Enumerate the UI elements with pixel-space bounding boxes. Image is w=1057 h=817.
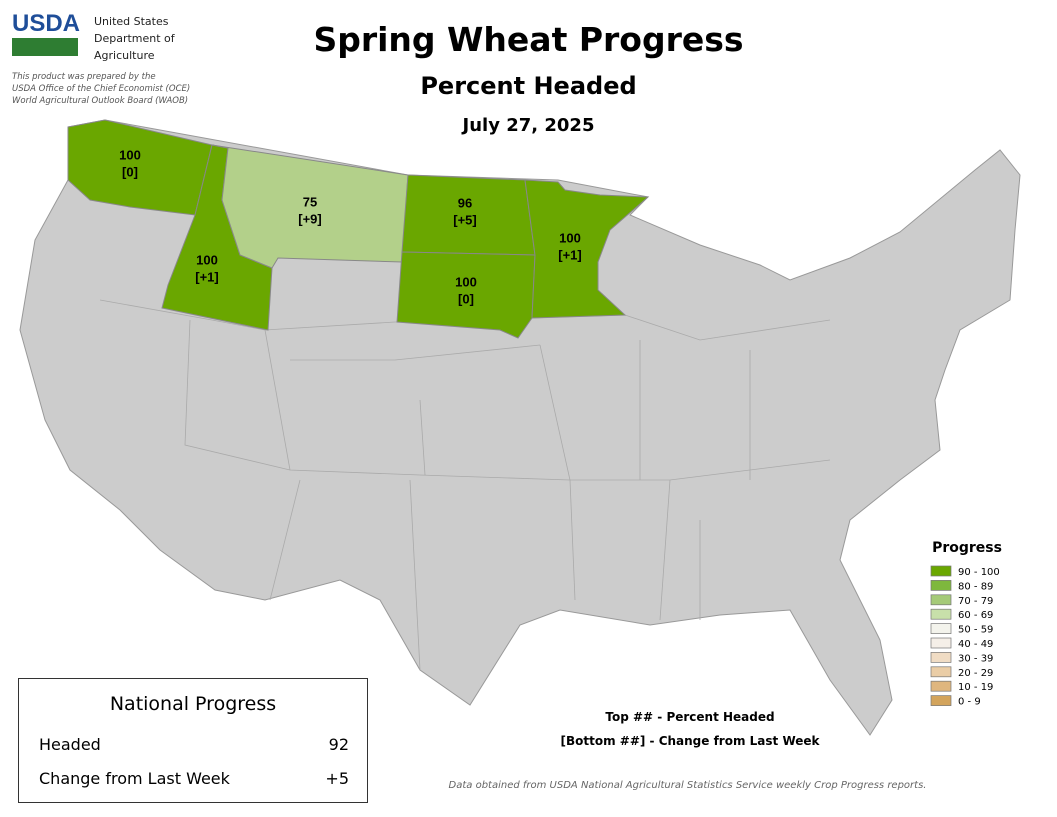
- prepared-line: This product was prepared by the: [12, 72, 156, 82]
- legend-swatch: [930, 608, 952, 620]
- agency: United States Department of Agriculture: [94, 13, 175, 64]
- source: Data obtained from USDA National Agricul…: [448, 780, 927, 791]
- key-top: Top ## - Percent Headed: [605, 710, 775, 724]
- legend-swatch: [930, 594, 952, 606]
- legend-swatch: [930, 652, 952, 663]
- legend-swatch: [930, 580, 952, 591]
- national-box: National Progress Headed 92 Change from …: [18, 678, 368, 803]
- prepared-line: World Agricultural Outlook Board (WAOB): [12, 96, 189, 106]
- state: [67, 119, 213, 216]
- date: July 27, 2025: [462, 115, 595, 136]
- state-change: [0]: [458, 291, 474, 306]
- legend-swatch: [930, 695, 952, 706]
- state-change: [0]: [122, 164, 138, 179]
- subtitle: Percent Headed: [420, 72, 637, 100]
- row-value: 92: [328, 735, 349, 754]
- state-value: 96: [458, 195, 472, 210]
- row-value: +5: [325, 769, 349, 788]
- state-change: [+9]: [298, 211, 321, 226]
- legend-swatch: [930, 565, 952, 577]
- state-change: [+5]: [453, 212, 476, 227]
- legend-title: Progress: [932, 540, 1002, 556]
- legend-label: 10 - 19: [958, 682, 993, 693]
- agency-line: Agriculture: [94, 49, 155, 62]
- state-value: 100: [559, 230, 581, 245]
- national-title: National Progress: [109, 693, 277, 715]
- logo: USDA: [12, 10, 81, 37]
- legend-label: 80 - 89: [958, 581, 993, 592]
- states: [67, 119, 650, 339]
- state-value: 100: [196, 252, 218, 267]
- legend-label: 20 - 29: [958, 668, 993, 679]
- state-labels: 100 [0] 100 [+1] 75 [+9] 96 [+5] 100 [0] 100 [+1]: [119, 147, 582, 306]
- logo-field: [12, 38, 78, 56]
- legend-label: 60 - 69: [958, 610, 993, 621]
- legend-label: 40 - 49: [958, 639, 993, 650]
- title: Spring Wheat Progress: [313, 20, 744, 59]
- key-bottom: [Bottom ##] - Change from Last Week: [560, 734, 820, 748]
- legend-label: 30 - 39: [958, 653, 993, 664]
- state-value: 75: [303, 194, 317, 209]
- legend-label: 0 - 9: [958, 697, 981, 708]
- state-value: 100: [119, 147, 141, 162]
- legend-swatch: [930, 623, 952, 634]
- legend: Progress 90 - 100 80 - 89 70 - 79 60 - 69 50 …: [930, 540, 1002, 708]
- legend-swatch: [930, 680, 952, 692]
- legend-label: 50 - 59: [958, 625, 993, 636]
- agency-line: Department of: [94, 32, 175, 45]
- legend-swatch: [930, 666, 952, 678]
- prepared-line: USDA Office of the Chief Economist (OCE): [12, 84, 191, 94]
- row-label: Headed: [39, 735, 101, 754]
- state-change: [+1]: [558, 247, 581, 262]
- agency-line: United States: [94, 15, 169, 28]
- state-change: [+1]: [195, 269, 218, 284]
- legend-swatch: [930, 637, 952, 649]
- row-label: Change from Last Week: [39, 769, 230, 788]
- legend-label: 70 - 79: [958, 596, 993, 607]
- legend-label: 90 - 100: [958, 567, 1000, 578]
- prepared-by: This product was prepared by the USDA Of…: [12, 71, 190, 107]
- state: [524, 179, 650, 319]
- state-value: 100: [455, 274, 477, 289]
